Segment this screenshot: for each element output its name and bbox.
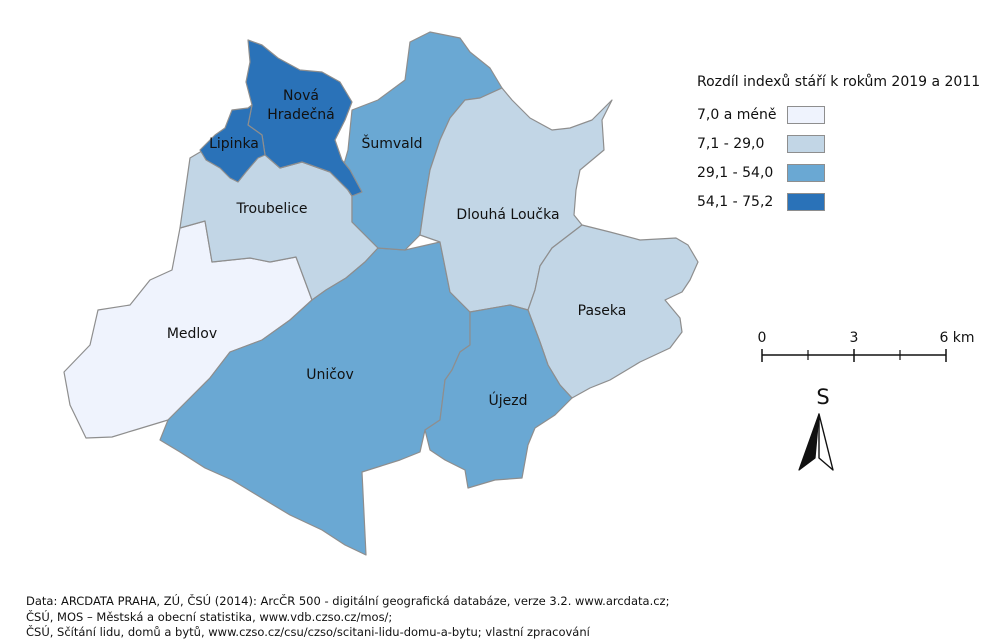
legend-swatch [787, 163, 825, 182]
source-line: Data: ARCDATA PRAHA, ZÚ, ČSÚ (2014): Arc… [26, 594, 670, 608]
north-arrow-icon: S [798, 385, 834, 471]
region-label: Dlouhá Loučka [456, 207, 559, 223]
region-label: Lipinka [209, 136, 259, 152]
legend-label: 7,1 - 29,0 [697, 135, 765, 152]
legend-swatch [787, 192, 825, 211]
region-label: Troubelice [236, 201, 308, 217]
region-label: Nová Hradečná [267, 88, 335, 123]
municipality-polygons [63, 31, 699, 556]
legend-item: 7,0 a méně [697, 100, 997, 129]
legend-swatch [787, 134, 825, 153]
source-line: ČSÚ, Sčítání lidu, domů a bytů, www.czso… [26, 625, 590, 639]
scale-label-0: 0 [758, 330, 767, 346]
region-paseka[interactable] [527, 224, 699, 399]
legend-label: 29,1 - 54,0 [697, 164, 774, 181]
region-label: Šumvald [361, 134, 422, 152]
region-unicov[interactable] [159, 241, 471, 556]
region-lipinka[interactable] [199, 104, 266, 183]
legend-item: 54,1 - 75,2 [697, 187, 997, 216]
source-line: ČSÚ, MOS – Městská a obecní statistika, … [26, 609, 393, 624]
region-labels: Nová Hradečná Lipinka Šumvald Troubelice Dlou… [167, 88, 627, 409]
scale-bar: 0 3 6 km [758, 330, 975, 362]
region-label: Paseka [578, 303, 627, 319]
legend-item: 7,1 - 29,0 [697, 129, 997, 158]
legend-item: 29,1 - 54,0 [697, 158, 997, 187]
scale-label-6km: 6 km [939, 330, 974, 346]
legend-label: 7,0 a méně [697, 106, 777, 123]
source-note: Data: ARCDATA PRAHA, ZÚ, ČSÚ (2014): Arc… [26, 594, 669, 641]
region-label: Újezd [489, 391, 528, 409]
legend-label: 54,1 - 75,2 [697, 193, 774, 210]
legend-swatch [787, 105, 825, 124]
north-label: S [816, 385, 829, 409]
legend: Rozdíl indexů stáří k rokům 2019 a 2011 … [697, 74, 997, 216]
legend-title: Rozdíl indexů stáří k rokům 2019 a 2011 [697, 74, 981, 90]
scale-label-3: 3 [850, 330, 859, 346]
region-ujezd[interactable] [424, 304, 573, 489]
region-label: Medlov [167, 326, 217, 342]
region-label: Uničov [306, 367, 354, 383]
